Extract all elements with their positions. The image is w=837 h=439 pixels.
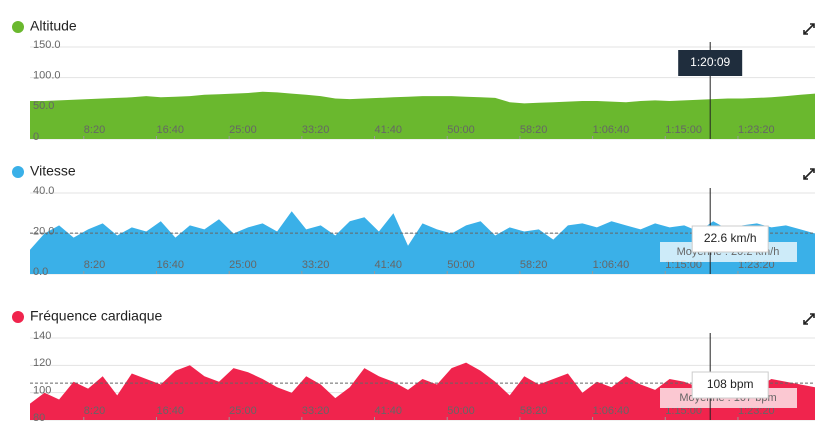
y-tick-label: 140: [33, 330, 51, 342]
chart-title: Fréquence cardiaque: [30, 308, 163, 324]
area: [30, 91, 815, 139]
x-tick-label: 1:15:00: [665, 124, 702, 136]
y-tick-label: 50.0: [33, 100, 54, 112]
tooltip-label: 108 bpm: [707, 377, 754, 391]
x-tick-label: 16:40: [156, 405, 184, 417]
legend-dot: [12, 166, 24, 178]
y-tick-label: 20.0: [33, 225, 54, 237]
chart-title: Altitude: [30, 18, 77, 34]
cursor-time: 1:20:09: [690, 55, 730, 69]
tooltip-box: [691, 225, 769, 253]
x-tick-label: 41:40: [375, 405, 403, 417]
legend-dot: [12, 21, 24, 33]
x-tick-label: 25:00: [229, 124, 257, 136]
x-tick-label: 16:40: [156, 124, 184, 136]
x-tick-label: 50:00: [447, 405, 475, 417]
y-tick-label: 0.0: [33, 266, 48, 278]
expand-icon[interactable]: [803, 23, 815, 325]
x-tick-label: 8:20: [84, 124, 105, 136]
x-tick-label: 8:20: [84, 259, 105, 271]
x-tick-label: 33:20: [302, 259, 330, 271]
x-tick-label: 1:06:40: [593, 405, 630, 417]
y-tick-label: 40.0: [33, 185, 54, 197]
x-tick-label: 58:20: [520, 259, 548, 271]
y-tick-label: 0: [33, 131, 39, 143]
x-tick-label: 1:23:20: [738, 124, 775, 136]
y-tick-label: 100: [33, 385, 51, 397]
x-tick-label: 33:20: [302, 405, 330, 417]
x-tick-label: 16:40: [156, 259, 184, 271]
y-tick-label: 100.0: [33, 70, 61, 82]
x-tick-label: 33:20: [302, 124, 330, 136]
x-tick-label: 50:00: [447, 259, 475, 271]
x-tick-label: 58:20: [520, 405, 548, 417]
chart-title: Vitesse: [30, 163, 76, 179]
x-tick-label: 1:06:40: [593, 124, 630, 136]
y-tick-label: 80: [33, 412, 45, 424]
tooltip-box: [691, 371, 769, 399]
area: [30, 211, 815, 274]
x-tick-label: 25:00: [229, 405, 257, 417]
x-tick-label: 41:40: [375, 124, 403, 136]
cursor-time-box: [678, 50, 743, 76]
y-tick-label: 120: [33, 357, 51, 369]
x-tick-label: 58:20: [520, 124, 548, 136]
area: [30, 362, 815, 420]
x-tick-label: 41:40: [375, 259, 403, 271]
x-tick-label: 25:00: [229, 259, 257, 271]
y-tick-label: 150.0: [33, 39, 61, 51]
x-tick-label: 50:00: [447, 124, 475, 136]
tooltip-label: 22.6 km/h: [704, 231, 757, 245]
x-tick-label: 8:20: [84, 405, 105, 417]
x-tick-label: 1:06:40: [593, 259, 630, 271]
legend-dot: [12, 311, 24, 323]
